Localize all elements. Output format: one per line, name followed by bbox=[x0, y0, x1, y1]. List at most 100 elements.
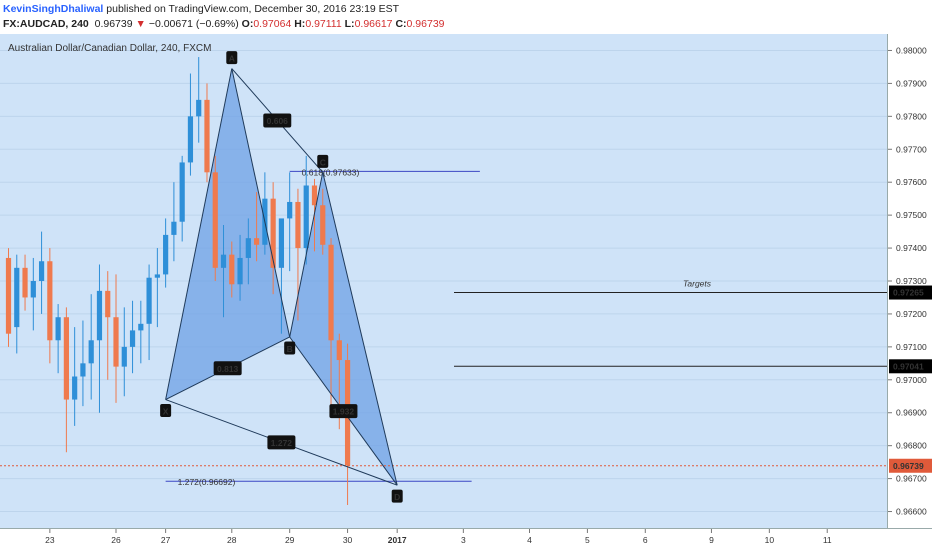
pattern-edge bbox=[289, 172, 324, 338]
y-tick-label: 0.96900 bbox=[896, 408, 927, 418]
candle-body bbox=[154, 274, 160, 278]
y-tick-label: 0.97100 bbox=[896, 342, 927, 352]
candle-body bbox=[187, 116, 194, 163]
author-link[interactable]: KevinSinghDhaliwal bbox=[3, 3, 104, 15]
candle-body bbox=[63, 317, 69, 400]
candle-body bbox=[171, 221, 177, 235]
target-price-badge bbox=[889, 285, 932, 300]
candle-body bbox=[163, 234, 169, 275]
pattern-edge bbox=[322, 172, 398, 486]
target-price-badge bbox=[889, 359, 932, 374]
time-axis-canvas: 23 26 27 28 29 30 2017 3 4 5 6 9 10 11 bbox=[45, 529, 832, 545]
candle-body bbox=[328, 244, 334, 341]
candle-body bbox=[179, 162, 185, 222]
x-tick-label: 4 bbox=[527, 535, 532, 545]
candle-body bbox=[204, 99, 210, 173]
pattern-edge bbox=[231, 68, 291, 338]
candle-body bbox=[96, 290, 103, 341]
pattern-point-badge bbox=[284, 341, 296, 355]
x-tick-label: 30 bbox=[343, 535, 353, 545]
ratio-badge bbox=[267, 435, 296, 450]
fib-level-label: 0.618(0.97633) bbox=[302, 167, 360, 177]
pattern-triangle-bcd bbox=[289, 172, 398, 486]
pattern-edge bbox=[165, 68, 233, 400]
candle-body bbox=[237, 257, 243, 285]
candle-body bbox=[14, 267, 20, 328]
ratio-label: 0.813 bbox=[217, 364, 239, 374]
y-tick-label: 0.97400 bbox=[896, 243, 927, 253]
x-tick-label: 6 bbox=[643, 535, 648, 545]
close-label: C: bbox=[395, 18, 407, 30]
pattern-point-label: A bbox=[229, 54, 235, 64]
last-price-label: 0.96739 bbox=[893, 461, 924, 471]
candle-body bbox=[105, 290, 111, 318]
x-tick-label: 27 bbox=[161, 535, 171, 545]
candle-body bbox=[121, 346, 127, 367]
ohlc-line: FX:AUDCAD, 240 0.96739 ▼ −0.00671 (−0.69… bbox=[3, 18, 445, 30]
x-tick-label: 2017 bbox=[388, 535, 407, 545]
open-label: O: bbox=[241, 18, 254, 30]
fib-levels: 0.618(0.97633) 1.272(0.96692) Targets bbox=[0, 167, 887, 487]
candle-body bbox=[212, 172, 218, 268]
time-axis[interactable]: 23 26 27 28 29 30 2017 3 4 5 6 9 10 11 bbox=[0, 528, 932, 551]
pattern-point-badge bbox=[160, 404, 172, 418]
high-label: H: bbox=[294, 18, 306, 30]
price-change: −0.00671 (−0.69%) bbox=[148, 18, 239, 30]
candle-body bbox=[278, 218, 285, 268]
candle-body bbox=[254, 238, 260, 245]
chart-canvas[interactable]: 0.618(0.97633) 1.272(0.96692) Targets X A B C… bbox=[0, 34, 887, 528]
last-price: 0.96739 bbox=[94, 18, 133, 30]
y-tick-label: 0.97300 bbox=[896, 276, 927, 286]
plot-area[interactable]: 0.618(0.97633) 1.272(0.96692) Targets X A B C… bbox=[0, 34, 887, 528]
candle-body bbox=[287, 201, 293, 219]
x-tick-label: 3 bbox=[461, 535, 466, 545]
x-tick-label: 9 bbox=[709, 535, 714, 545]
candle-body bbox=[22, 267, 28, 298]
candle-body bbox=[229, 254, 235, 285]
candle-body bbox=[270, 198, 276, 268]
x-tick-label: 11 bbox=[823, 535, 832, 545]
target-price-label: 0.97041 bbox=[893, 361, 924, 371]
pattern-point-label: X bbox=[163, 407, 169, 417]
pattern-point-label: D bbox=[394, 492, 400, 502]
ratio-badge bbox=[213, 361, 242, 376]
candle-body bbox=[295, 201, 301, 249]
x-tick-label: 29 bbox=[285, 535, 295, 545]
ratio-badge bbox=[263, 113, 292, 128]
candle-body bbox=[80, 363, 86, 377]
y-tick-label: 0.96800 bbox=[896, 441, 927, 451]
y-tick-label: 0.97500 bbox=[896, 210, 927, 220]
ratio-label: 0.606 bbox=[267, 116, 289, 126]
candle-body bbox=[129, 330, 136, 347]
candle-body bbox=[88, 340, 94, 364]
last-price-badge bbox=[889, 458, 932, 473]
x-tick-label: 28 bbox=[227, 535, 237, 545]
pattern-point-badge bbox=[391, 489, 403, 503]
fib-level-label: 1.272(0.96692) bbox=[178, 477, 236, 487]
y-tick-label: 0.97000 bbox=[896, 375, 927, 385]
y-tick-label: 0.98000 bbox=[896, 45, 927, 55]
symbol-label: FX:AUDCAD, 240 bbox=[3, 18, 89, 30]
candle-body bbox=[55, 317, 61, 341]
candle-body bbox=[320, 205, 326, 245]
candle-body bbox=[336, 340, 342, 361]
x-tick-label: 23 bbox=[45, 535, 55, 545]
price-axis[interactable]: 0.98000 0.97900 0.97800 0.97700 0.97600 0.975… bbox=[887, 34, 932, 528]
price-axis-canvas: 0.98000 0.97900 0.97800 0.97700 0.97600 0.975… bbox=[888, 45, 932, 517]
candle-body bbox=[245, 238, 251, 258]
bat-pattern bbox=[165, 68, 398, 486]
candle-body bbox=[146, 277, 152, 324]
candle-body bbox=[30, 281, 36, 298]
change-arrow-icon: ▼ bbox=[135, 18, 146, 30]
pattern-labels: X A B C D 0.606 0.813 1.932 1.272 bbox=[160, 51, 403, 503]
pattern-point-label: C bbox=[320, 157, 326, 167]
candle-body bbox=[303, 185, 309, 249]
ratio-label: 1.932 bbox=[333, 407, 355, 417]
candle-body bbox=[5, 257, 12, 334]
candle-body bbox=[113, 317, 119, 367]
chart-header: KevinSinghDhaliwal published on TradingV… bbox=[0, 0, 932, 34]
y-tick-label: 0.96700 bbox=[896, 474, 927, 484]
pattern-point-badge bbox=[317, 154, 329, 168]
targets-label: Targets bbox=[683, 279, 712, 289]
low-value: 0.96617 bbox=[354, 18, 393, 30]
